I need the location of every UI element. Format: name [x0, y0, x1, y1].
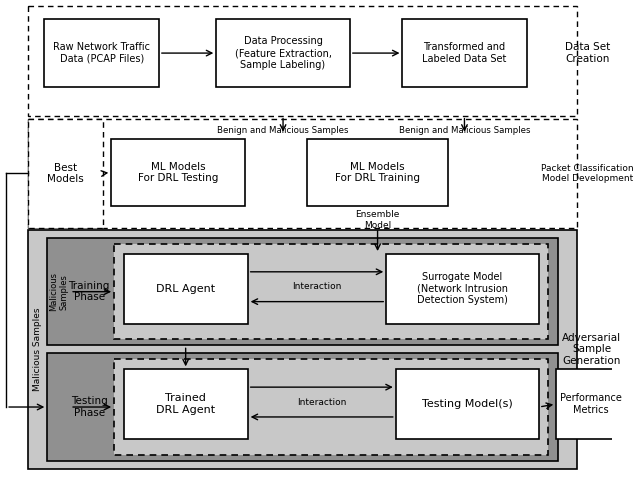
Bar [403, 19, 527, 87]
Text: Interaction: Interaction [292, 282, 342, 291]
Text: Testing Model(s): Testing Model(s) [422, 399, 513, 409]
Text: ML Models
For DRL Testing: ML Models For DRL Testing [138, 162, 218, 183]
Bar [216, 19, 350, 87]
Text: Training
Phase: Training Phase [68, 281, 110, 303]
Bar [44, 19, 159, 87]
Text: Ensemble
Model: Ensemble Model [355, 210, 400, 230]
Text: DRL Agent: DRL Agent [156, 284, 215, 293]
Text: Trained
DRL Agent: Trained DRL Agent [156, 393, 215, 415]
Bar [307, 139, 448, 206]
Bar [556, 369, 625, 439]
Text: Packet Classification
Model Development: Packet Classification Model Development [541, 163, 634, 183]
Text: Data Processing
(Feature Extraction,
Sample Labeling): Data Processing (Feature Extraction, Sam… [234, 36, 332, 70]
Bar [28, 6, 577, 116]
Text: Interaction: Interaction [297, 398, 346, 407]
Bar [124, 254, 248, 324]
Text: Performance
Metrics: Performance Metrics [559, 393, 621, 415]
Text: Raw Network Traffic
Data (PCAP Files): Raw Network Traffic Data (PCAP Files) [53, 42, 150, 64]
Bar [111, 139, 245, 206]
Text: Benign and Malicious Samples: Benign and Malicious Samples [218, 126, 349, 135]
Bar [114, 359, 548, 455]
Text: ML Models
For DRL Training: ML Models For DRL Training [335, 162, 420, 183]
Text: Testing
Phase: Testing Phase [71, 396, 108, 418]
Text: Adversarial
Sample
Generation: Adversarial Sample Generation [562, 333, 621, 366]
Bar [47, 353, 558, 461]
Text: Malicious Samples: Malicious Samples [33, 308, 42, 391]
Bar [28, 119, 102, 228]
Text: Malicious
Samples: Malicious Samples [49, 272, 68, 311]
Bar [28, 119, 577, 228]
Bar [28, 230, 577, 468]
Bar [47, 238, 558, 346]
Text: Data Set
Creation: Data Set Creation [565, 42, 611, 64]
Bar [124, 369, 248, 439]
Text: Transformed and
Labeled Data Set: Transformed and Labeled Data Set [422, 42, 507, 64]
Text: Best
Models: Best Models [47, 163, 84, 184]
Bar [386, 254, 539, 324]
Text: Surrogate Model
(Network Intrusion
Detection System): Surrogate Model (Network Intrusion Detec… [417, 272, 508, 305]
Bar [114, 244, 548, 339]
Bar [396, 369, 539, 439]
Text: Benign and Malicious Samples: Benign and Malicious Samples [399, 126, 530, 135]
